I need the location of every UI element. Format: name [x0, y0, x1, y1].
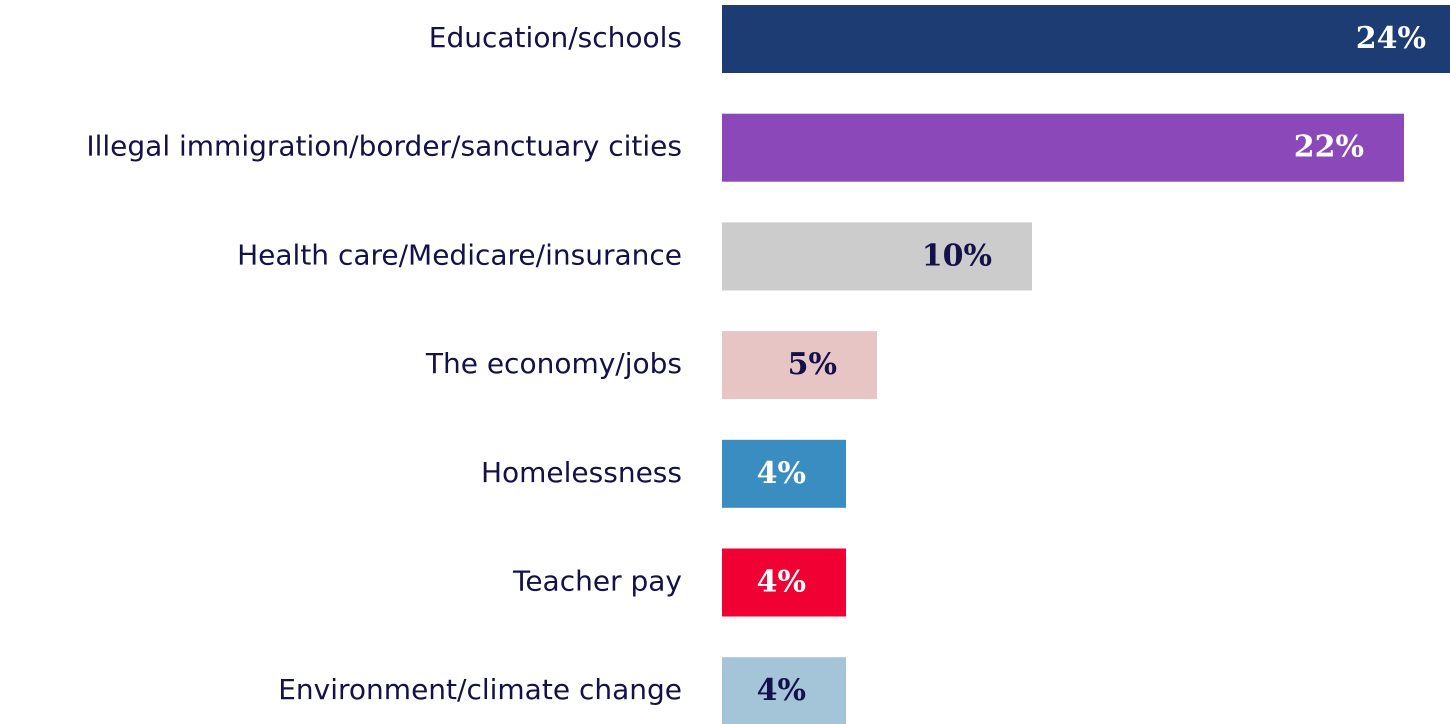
value-label: 10% [922, 238, 992, 273]
category-label: Teacher pay [512, 565, 682, 598]
category-label: Homelessness [481, 456, 682, 489]
value-label: 24% [1356, 21, 1426, 56]
bar [722, 113, 1404, 182]
bar [722, 657, 846, 724]
category-label: Health care/Medicare/insurance [237, 238, 682, 271]
bar [722, 331, 877, 400]
bar [722, 548, 846, 617]
value-label: 4% [757, 673, 806, 708]
bar [722, 222, 1032, 291]
bar [722, 439, 846, 508]
value-label: 5% [788, 347, 837, 382]
value-label: 4% [757, 565, 806, 600]
category-label: The economy/jobs [425, 347, 682, 380]
value-label: 22% [1294, 130, 1364, 165]
category-label: Illegal immigration/border/sanctuary cit… [86, 130, 682, 163]
bar [722, 5, 1450, 73]
category-label: Environment/climate change [278, 673, 682, 706]
value-label: 4% [757, 456, 806, 491]
category-label: Education/schools [429, 21, 682, 54]
